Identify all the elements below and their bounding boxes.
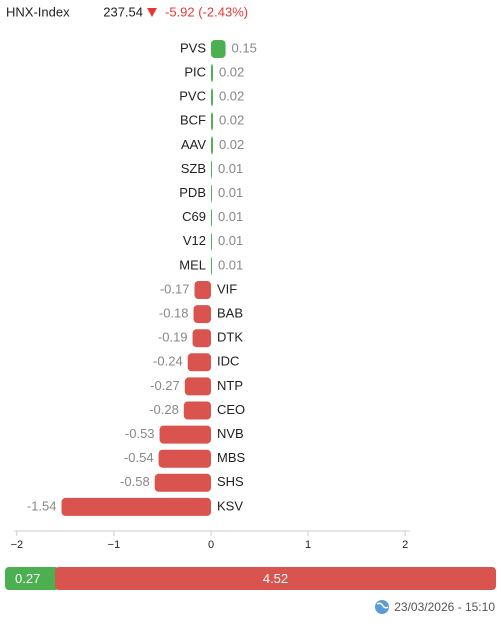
category-label: DTK — [217, 330, 243, 345]
value-label: 0.01 — [218, 209, 243, 224]
value-label: 0.01 — [218, 185, 243, 200]
value-label: -0.24 — [153, 354, 183, 369]
x-tick-label: 1 — [305, 539, 311, 551]
value-label: 0.02 — [219, 89, 244, 104]
bar — [187, 353, 211, 372]
category-label: SHS — [217, 474, 244, 489]
bar — [211, 208, 212, 227]
bar — [211, 184, 212, 203]
value-label: -1.54 — [27, 498, 57, 513]
category-label: PDB — [179, 185, 206, 200]
category-label: MBS — [217, 450, 246, 465]
index-name: HNX-Index — [6, 4, 70, 19]
x-tick-label: 2 — [402, 539, 408, 551]
value-label: -0.17 — [160, 281, 190, 296]
bar — [211, 112, 213, 131]
x-tick-label: −2 — [11, 539, 24, 551]
x-tick-label: −1 — [108, 539, 121, 551]
breadth-label: 0.27 — [15, 571, 40, 586]
category-label: CEO — [217, 402, 245, 417]
value-label: -0.27 — [150, 378, 180, 393]
category-label: BAB — [217, 306, 243, 321]
value-label: -0.28 — [149, 402, 179, 417]
index-value: 237.54 — [103, 4, 143, 19]
category-label: NVB — [217, 426, 244, 441]
category-label: PIC — [184, 65, 206, 80]
index-change: -5.92 (-2.43%) — [165, 4, 248, 19]
breadth-bar — [55, 567, 496, 590]
value-label: -0.53 — [125, 426, 155, 441]
bar — [61, 497, 211, 516]
x-tick-label: 0 — [208, 539, 214, 551]
category-label: PVS — [180, 40, 206, 55]
down-arrow — [147, 8, 157, 17]
category-label: V12 — [183, 233, 206, 248]
bar — [192, 329, 211, 348]
value-label: -0.18 — [159, 306, 189, 321]
bar — [211, 40, 226, 58]
category-label: C69 — [182, 209, 206, 224]
category-label: IDC — [217, 354, 239, 369]
value-label: -0.19 — [158, 330, 188, 345]
value-label: -0.58 — [120, 474, 150, 489]
category-label: VIF — [217, 281, 237, 296]
bar — [211, 256, 212, 275]
category-label: PVC — [179, 89, 206, 104]
value-label: 0.02 — [219, 137, 244, 152]
category-label: KSV — [217, 498, 243, 513]
category-label: AAV — [181, 137, 206, 152]
breadth-label: 4.52 — [263, 571, 288, 586]
value-label: 0.01 — [218, 161, 243, 176]
bar — [211, 136, 213, 155]
category-label: MEL — [179, 257, 206, 272]
bar — [211, 64, 213, 83]
category-label: SZB — [181, 161, 206, 176]
value-label: 0.02 — [219, 65, 244, 80]
bar — [193, 305, 211, 324]
bar — [194, 281, 211, 299]
breadth-bar — [5, 567, 59, 590]
value-label: 0.01 — [218, 233, 243, 248]
bar — [211, 88, 213, 107]
value-label: 0.15 — [232, 40, 257, 55]
bar — [211, 232, 212, 251]
value-label: 0.01 — [218, 257, 243, 272]
bar — [154, 473, 211, 492]
bar — [158, 449, 211, 468]
bar — [183, 401, 211, 420]
category-label: NTP — [217, 378, 243, 393]
bar — [159, 425, 211, 444]
value-label: -0.54 — [124, 450, 154, 465]
category-label: BCF — [180, 113, 206, 128]
bar — [211, 160, 212, 179]
value-label: 0.02 — [219, 113, 244, 128]
bar — [184, 377, 211, 396]
globe-icon — [375, 600, 389, 614]
timestamp: 23/03/2026 - 15:10 — [394, 600, 495, 614]
